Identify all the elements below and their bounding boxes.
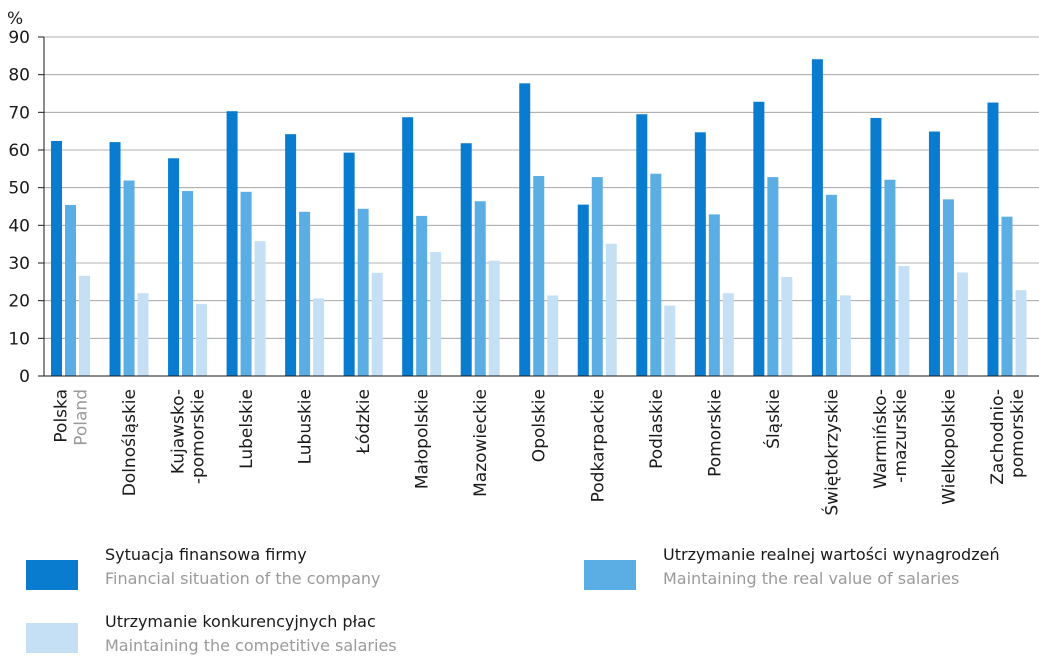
legend-label-pl: Utrzymanie realnej wartości wynagrodzeń [663, 545, 1000, 564]
bar-series-2 [533, 175, 545, 376]
y-tick-label: 0 [19, 367, 30, 387]
bar-series-2 [1001, 216, 1013, 376]
legend-label-pl: Utrzymanie konkurencyjnych płac [105, 612, 376, 631]
bar-series-2 [123, 180, 135, 376]
bar-series-3 [956, 272, 968, 376]
x-category-label: Wielkopolskie [939, 389, 959, 505]
x-category-label: -pomorskie [189, 389, 209, 484]
bar-series-1 [577, 204, 589, 376]
bars [51, 59, 1027, 377]
bar-series-2 [474, 201, 486, 376]
bar-series-3 [898, 266, 910, 376]
x-category-label: Świętokrzyskie [820, 389, 842, 516]
x-category-label: pomorskie [1008, 389, 1028, 478]
bar-series-3 [839, 295, 851, 376]
x-category-label: Poland [72, 389, 92, 446]
x-category-label: Warmińsko- [871, 389, 891, 489]
bar-series-3 [79, 275, 90, 376]
bar-series-1 [343, 152, 355, 376]
bar-series-1 [168, 158, 180, 376]
bar-series-1 [636, 114, 648, 376]
bar-series-1 [285, 134, 297, 376]
y-tick-label: 10 [8, 329, 30, 349]
bar-series-3 [254, 241, 266, 376]
bar-series-2 [182, 191, 194, 376]
bar-series-3 [488, 260, 500, 376]
bar-series-2 [591, 177, 603, 376]
bar-series-2 [942, 199, 954, 376]
x-category-label: Zachodnio- [988, 389, 1008, 485]
bar-series-3 [722, 293, 734, 376]
y-axis-unit-label: % [7, 9, 23, 29]
x-category-label: Łódzkie [354, 389, 374, 455]
bar-series-3 [371, 272, 383, 376]
bar-series-1 [109, 142, 121, 376]
bar-series-3 [313, 298, 325, 376]
bar-series-1 [811, 59, 823, 377]
bar-series-2 [825, 194, 837, 376]
bar-series-1 [928, 131, 940, 376]
legend-label-en: Financial situation of the company [105, 569, 381, 588]
y-tick-label: 60 [8, 141, 30, 161]
y-tick-label: 20 [8, 292, 30, 312]
bar-series-2 [708, 214, 720, 376]
x-category-label: Pomorskie [705, 389, 725, 477]
bar-series-2 [416, 215, 428, 376]
legend-label-en: Maintaining the real value of salaries [663, 569, 960, 588]
x-category-label: Śląskie [762, 389, 784, 449]
bar-series-3 [1015, 290, 1027, 376]
x-category-label: Dolnośląskie [120, 389, 140, 496]
bar-series-1 [753, 101, 765, 376]
bar-series-3 [664, 305, 676, 376]
bar-series-1 [226, 111, 238, 376]
bar-series-1 [402, 117, 414, 376]
x-category-label: Lubuskie [296, 389, 316, 464]
y-tick-label: 90 [8, 28, 30, 48]
x-category-label: Kujawsko- [169, 389, 189, 474]
bar-series-3 [137, 293, 149, 376]
bar-series-3 [547, 295, 559, 376]
y-tick-label: 30 [8, 254, 30, 274]
bar-series-2 [650, 173, 662, 376]
bar-series-2 [884, 179, 896, 376]
x-category-label: Mazowieckie [471, 389, 491, 497]
x-category-label: Podkarpackie [588, 389, 608, 502]
bar-series-2 [357, 208, 369, 376]
x-category-label: -mazurskie [891, 389, 911, 483]
y-tick-label: 70 [8, 103, 30, 123]
x-category-label: Polska [52, 389, 72, 443]
bar-series-3 [781, 276, 793, 376]
bar-series-3 [605, 243, 617, 376]
bar-series-1 [694, 132, 706, 376]
y-tick-label: 40 [8, 216, 30, 236]
x-category-label: Lubelskie [237, 389, 257, 469]
bar-series-2 [299, 211, 311, 376]
legend-swatch-real-value-salaries [584, 560, 636, 590]
legend-label-pl: Sytuacja finansowa firmy [105, 545, 307, 564]
legend-label-en: Maintaining the competitive salaries [105, 636, 397, 655]
bar-series-1 [51, 140, 62, 376]
y-tick-label: 50 [8, 179, 30, 199]
bar-series-1 [519, 83, 531, 376]
legend-swatch-competitive-salaries [26, 623, 78, 653]
bar-series-1 [870, 117, 882, 376]
x-category-label: Opolskie [530, 389, 550, 462]
bar-series-3 [196, 304, 208, 376]
x-category-label: Małopolskie [413, 389, 433, 489]
bar-series-2 [767, 177, 779, 376]
bar-series-2 [240, 191, 252, 376]
y-tick-label: 80 [8, 66, 30, 86]
x-category-label: Podlaskie [647, 389, 667, 469]
bar-series-3 [430, 252, 442, 376]
bar-chart: 0 10 20 30 40 50 60 70 80 90 Polska Poland Dolnośląs… [7, 9, 1039, 516]
bar-series-1 [987, 102, 999, 376]
legend-swatch-financial-situation [26, 560, 78, 590]
bar-series-2 [65, 204, 76, 376]
bar-series-1 [460, 143, 472, 376]
axes: 0 10 20 30 40 50 60 70 80 90 Polska Poland Dolnośląs… [8, 28, 1039, 516]
